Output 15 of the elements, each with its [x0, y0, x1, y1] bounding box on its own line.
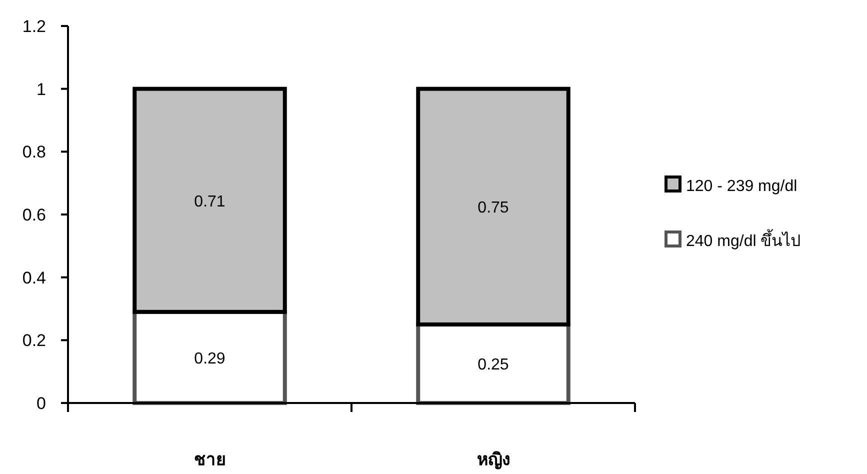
y-tick-label: 0.2 [22, 331, 46, 350]
y-tick-label: 0.4 [22, 268, 46, 288]
y-tick-label: 0.8 [22, 142, 46, 162]
y-tick-label: 1.2 [22, 17, 46, 36]
legend-label: 120 - 239 mg/dl [686, 178, 798, 195]
y-tick-label: 0 [36, 394, 46, 413]
x-tick-label: หญิง [476, 450, 510, 470]
y-tick-label: 1 [36, 80, 46, 99]
x-tick-label: ชาย [194, 450, 226, 469]
data-label: 0.29 [194, 350, 226, 368]
data-label: 0.75 [478, 200, 509, 217]
legend-label: 240 mg/dl ขึ้นไป [686, 229, 801, 250]
y-tick-label: 0.6 [22, 206, 46, 224]
data-label: 0.71 [194, 193, 226, 210]
data-label: 0.25 [478, 356, 509, 374]
